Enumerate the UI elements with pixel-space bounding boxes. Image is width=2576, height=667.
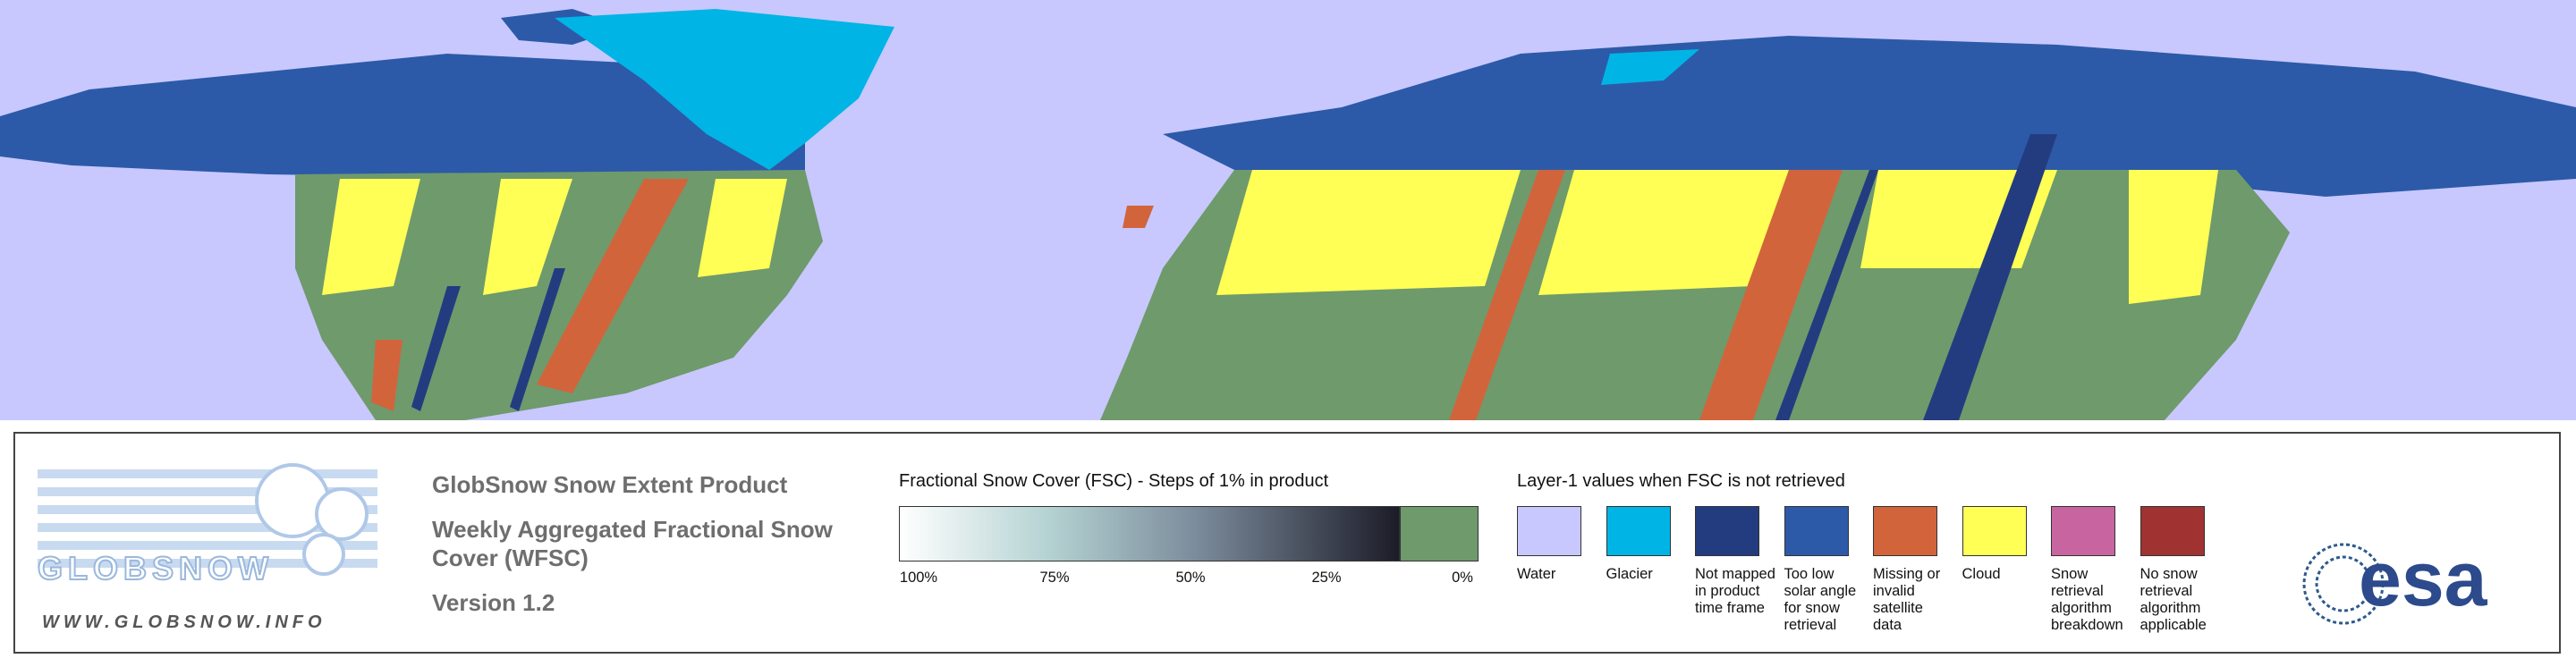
fsc-tick-label: 75% (1039, 570, 1070, 586)
fsc-tick-label: 50% (1175, 570, 1206, 586)
legend-label: No snow retrieval algorithm applicable (2140, 566, 2207, 633)
subtitle: Cover (WFSC) (432, 545, 589, 571)
logo-url: WWW.GLOBSNOW.INFO (42, 612, 326, 632)
fsc-gradient (899, 506, 1400, 561)
legend-label: Missing or invalid satellite data (1873, 566, 1941, 633)
legend-swatch (1695, 506, 1759, 556)
legend-swatch (1962, 506, 2027, 556)
legend-swatch (2051, 506, 2115, 556)
fsc-tick-label: 0% (1452, 570, 1473, 586)
fsc-title: Fractional Snow Cover (FSC) - Steps of 1… (899, 471, 1329, 491)
legend-swatch (2140, 506, 2205, 556)
legend-label: Water (1517, 566, 1556, 582)
fsc-tick-label: 100% (899, 570, 938, 586)
title: GlobSnow Snow Extent Product (432, 471, 788, 498)
legend-label: Snow retrieval algorithm breakdown (2051, 566, 2123, 633)
legend-swatch (1606, 506, 1671, 556)
globsnow-logo (38, 463, 377, 576)
legend-panel: GLOBSNOW WWW.GLOBSNOW.INFO GlobSnow Snow… (13, 432, 2561, 654)
logo-name: GLOBSNOW (37, 549, 274, 587)
version: Version 1.2 (432, 589, 555, 616)
legend-label: Cloud (1962, 566, 2001, 582)
subtitle: Weekly Aggregated Fractional Snow (432, 516, 833, 543)
legend-label: Not mapped in product time frame (1695, 566, 1775, 616)
legend-label: Too low solar angle for snow retrieval (1784, 566, 1857, 633)
legend-label: Glacier (1606, 566, 1653, 582)
legend-swatch (1873, 506, 1937, 556)
legend-swatch (1784, 506, 1849, 556)
esa-text: esa (2359, 536, 2487, 622)
legend-swatch (1517, 506, 1581, 556)
fsc-tick-label: 25% (1311, 570, 1342, 586)
fsc-zero-swatch (1400, 506, 1479, 561)
esa-logo (2302, 543, 2385, 625)
snow-map (0, 0, 2576, 420)
layer1-title: Layer-1 values when FSC is not retrieved (1517, 471, 1845, 491)
